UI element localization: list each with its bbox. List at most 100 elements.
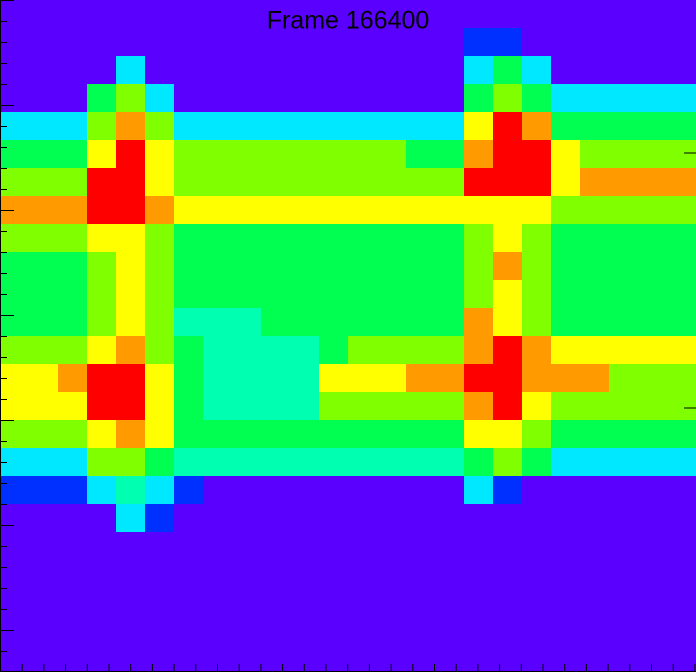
- cell: [464, 0, 494, 29]
- cell: [406, 364, 436, 393]
- cell: [638, 448, 668, 477]
- cell: [0, 56, 30, 85]
- cell: [406, 0, 436, 29]
- cell: [551, 616, 581, 645]
- cell: [290, 280, 320, 309]
- cell: [261, 196, 291, 225]
- cell: [0, 476, 30, 505]
- cell: [29, 504, 59, 533]
- cell: [377, 420, 407, 449]
- cell: [638, 168, 668, 197]
- cell: [435, 392, 465, 421]
- cell: [261, 588, 291, 617]
- cell: [551, 280, 581, 309]
- cell: [667, 84, 696, 113]
- cell: [116, 0, 146, 29]
- cell: [667, 504, 696, 533]
- cell: [609, 196, 639, 225]
- cell: [116, 280, 146, 309]
- cell: [609, 644, 639, 672]
- cell: [0, 420, 30, 449]
- cell: [667, 56, 696, 85]
- cell: [116, 168, 146, 197]
- cell: [348, 532, 378, 561]
- cell: [0, 140, 30, 169]
- cell: [290, 560, 320, 589]
- cell: [609, 0, 639, 29]
- cell: [580, 560, 610, 589]
- cell: [609, 112, 639, 141]
- cell: [667, 224, 696, 253]
- cell: [580, 0, 610, 29]
- cell: [435, 112, 465, 141]
- cell: [261, 532, 291, 561]
- cell: [348, 84, 378, 113]
- cell: [174, 280, 204, 309]
- cell: [638, 140, 668, 169]
- cell: [609, 28, 639, 57]
- cell: [87, 560, 117, 589]
- cell: [203, 560, 233, 589]
- cell: [145, 84, 175, 113]
- cell: [116, 84, 146, 113]
- cell: [493, 392, 523, 421]
- cell: [435, 0, 465, 29]
- cell: [493, 168, 523, 197]
- cell: [174, 644, 204, 672]
- cell: [406, 84, 436, 113]
- cell: [261, 112, 291, 141]
- cell: [319, 532, 349, 561]
- cell: [435, 504, 465, 533]
- cell: [522, 224, 552, 253]
- cell: [203, 420, 233, 449]
- cell: [493, 560, 523, 589]
- cell: [203, 224, 233, 253]
- cell: [145, 420, 175, 449]
- cell: [203, 112, 233, 141]
- cell: [464, 56, 494, 85]
- cell: [116, 616, 146, 645]
- cell: [638, 476, 668, 505]
- cell: [290, 56, 320, 85]
- cell: [638, 560, 668, 589]
- cell: [377, 56, 407, 85]
- cell: [580, 504, 610, 533]
- cell: [319, 28, 349, 57]
- cell: [551, 448, 581, 477]
- cell: [319, 448, 349, 477]
- cell: [29, 252, 59, 281]
- cell: [348, 28, 378, 57]
- cell: [464, 140, 494, 169]
- cell: [348, 364, 378, 393]
- cell: [58, 364, 88, 393]
- cell: [522, 280, 552, 309]
- cell: [87, 168, 117, 197]
- cell: [667, 0, 696, 29]
- cell: [319, 224, 349, 253]
- cell: [609, 616, 639, 645]
- cell: [232, 504, 262, 533]
- cell: [522, 56, 552, 85]
- cell: [261, 336, 291, 365]
- cell: [174, 588, 204, 617]
- cell: [203, 56, 233, 85]
- cell: [551, 308, 581, 337]
- cell: [319, 336, 349, 365]
- cell: [435, 448, 465, 477]
- cell: [667, 616, 696, 645]
- cell: [638, 588, 668, 617]
- cell: [87, 504, 117, 533]
- cell: [638, 112, 668, 141]
- cell: [174, 504, 204, 533]
- cell: [319, 504, 349, 533]
- cell: [174, 28, 204, 57]
- cell: [377, 84, 407, 113]
- cell: [145, 364, 175, 393]
- cell: [551, 196, 581, 225]
- cell: [522, 392, 552, 421]
- cell: [232, 448, 262, 477]
- cell: [232, 476, 262, 505]
- cell: [29, 280, 59, 309]
- cell: [580, 336, 610, 365]
